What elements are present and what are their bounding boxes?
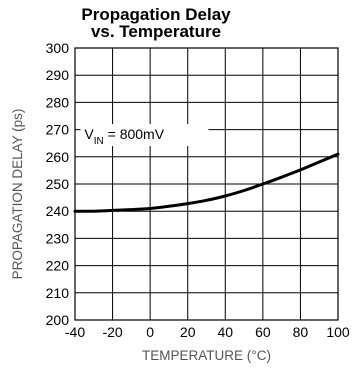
y-tick-label: 260 <box>46 149 70 165</box>
y-tick-label: 270 <box>46 122 70 138</box>
y-tick-label: 230 <box>46 230 70 246</box>
y-tick-label: 210 <box>46 285 70 301</box>
y-tick-label: 300 <box>46 40 70 56</box>
x-tick-label: -20 <box>102 324 122 340</box>
y-tick-label: 280 <box>46 94 70 110</box>
x-tick-label: 40 <box>217 324 233 340</box>
x-tick-label: 100 <box>326 324 350 340</box>
annotation-suffix: = 800mV <box>104 126 165 142</box>
chart-title: Propagation Delay <box>81 5 231 24</box>
series-line <box>73 152 340 213</box>
x-tick-label: 0 <box>146 324 154 340</box>
y-tick-label: 200 <box>46 312 70 328</box>
annotation-subscript: IN <box>94 136 104 147</box>
plot-frame <box>74 47 339 321</box>
x-axis-label: TEMPERATURE (°C) <box>142 348 271 363</box>
x-tick-label: 60 <box>255 324 271 340</box>
annotation-background <box>80 124 209 147</box>
x-tick-labels: -40 -20 0 20 40 60 80 100 <box>65 324 350 340</box>
chart-subtitle: vs. Temperature <box>90 22 222 41</box>
x-tick-label: 80 <box>293 324 309 340</box>
y-axis-label: PROPAGATION DELAY (ps) <box>10 109 25 280</box>
annotation-prefix: V <box>84 126 94 142</box>
horizontal-gridlines <box>75 47 338 321</box>
x-tick-label: 20 <box>180 324 196 340</box>
y-tick-label: 290 <box>46 67 70 83</box>
y-tick-labels: 200 210 220 230 240 250 260 270 280 290 300 <box>46 40 70 328</box>
y-tick-label: 250 <box>46 176 70 192</box>
y-tick-label: 220 <box>46 258 70 274</box>
x-tick-label: -40 <box>65 324 85 340</box>
y-tick-label: 240 <box>46 203 70 219</box>
vin-annotation: VIN = 800mV <box>84 126 164 147</box>
